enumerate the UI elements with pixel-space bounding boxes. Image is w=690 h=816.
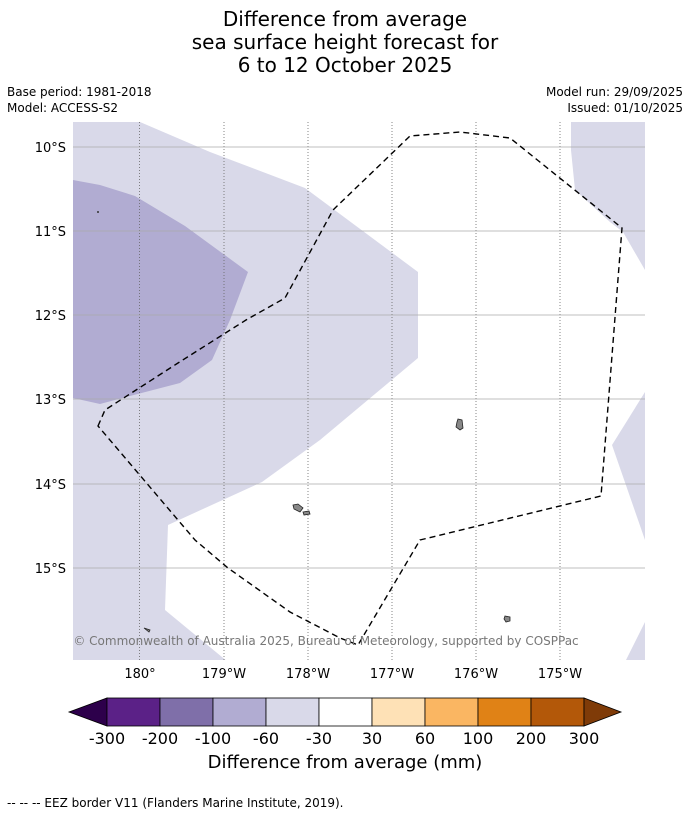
lon-label: 176°W (454, 667, 498, 682)
colorbar-tick: -200 (142, 729, 178, 748)
colorbar-title: Difference from average (mm) (207, 752, 483, 773)
lat-label: 10°S (35, 141, 66, 156)
lon-label: 175°W (538, 667, 582, 682)
colorbar-segment (530, 697, 585, 727)
colorbar-tick: 60 (415, 729, 435, 748)
island-small-sw (143, 627, 151, 633)
colorbar-ticks: -300 -200 -100 -60 -30 30 60 100 200 300 (89, 729, 599, 748)
eez-border (97, 131, 623, 646)
island-wallis-futuna-2 (302, 510, 311, 516)
colorbar-segment (212, 697, 267, 727)
title-line-2: sea surface height forecast for (191, 30, 499, 54)
latitude-labels: 10°S 11°S 12°S 13°S 14°S 15°S (35, 141, 66, 577)
lon-label: 180° (124, 667, 155, 682)
anomaly-region-minus60-minus30-se (626, 622, 645, 660)
colorbar-extend-low (67, 697, 108, 727)
latitude-gridlines (73, 146, 645, 569)
colorbar-tick: 30 (362, 729, 382, 748)
colorbar-segment (477, 697, 532, 727)
colorbar-segments (106, 697, 585, 727)
copyright-text: © Commonwealth of Australia 2025, Bureau… (73, 634, 578, 648)
base-period: Base period: 1981-2018 (7, 85, 152, 99)
title-line-1: Difference from average (222, 7, 468, 31)
colorbar-tick: -30 (306, 729, 332, 748)
anomaly-region-minus60-minus30-e (612, 392, 645, 540)
lat-label: 11°S (35, 225, 66, 240)
map-title: Difference from average sea surface heig… (0, 8, 690, 77)
eez-legend: -- -- -- EEZ border V11 (Flanders Marine… (7, 796, 344, 810)
island-wallis-futuna-1 (292, 503, 304, 513)
anomaly-region-minus100-minus60 (73, 180, 248, 404)
colorbar-segment (159, 697, 214, 727)
colorbar-tick: -100 (195, 729, 231, 748)
colorbar-segment (265, 697, 320, 727)
island-tafahi (503, 615, 511, 623)
island-dot (97, 211, 99, 213)
model-info: Base period: 1981-2018 Model: ACCESS-S2 (7, 84, 152, 116)
lat-label: 12°S (35, 309, 66, 324)
anomaly-region-minus60-minus30-ne (571, 122, 645, 270)
title-line-3: 6 to 12 October 2025 (237, 53, 453, 77)
lon-label: 179°W (202, 667, 246, 682)
forecast-map: © Commonwealth of Australia 2025, Bureau… (35, 122, 645, 748)
colorbar-segment (318, 697, 373, 727)
lon-label: 178°W (286, 667, 330, 682)
lon-label: 177°W (370, 667, 414, 682)
lat-label: 15°S (35, 562, 66, 577)
issued-date: Issued: 01/10/2025 (567, 101, 683, 115)
colorbar-segment (424, 697, 479, 727)
longitude-labels: 180° 179°W 178°W 177°W 176°W 175°W (124, 667, 582, 682)
run-info: Model run: 29/09/2025 Issued: 01/10/2025 (546, 84, 683, 116)
model-name: Model: ACCESS-S2 (7, 101, 119, 115)
colorbar-tick: -300 (89, 729, 125, 748)
colorbar-segment (371, 697, 426, 727)
colorbar-tick: 200 (516, 729, 547, 748)
model-run: Model run: 29/09/2025 (545, 85, 683, 99)
island-niuafoou (455, 418, 464, 431)
colorbar-tick: 300 (569, 729, 600, 748)
colorbar: -300 -200 -100 -60 -30 30 60 100 200 300 (67, 697, 623, 748)
colorbar-tick: 100 (463, 729, 494, 748)
map-area: © Commonwealth of Australia 2025, Bureau… (73, 122, 645, 660)
lat-label: 14°S (35, 478, 66, 493)
lat-label: 13°S (35, 393, 66, 408)
colorbar-tick: -60 (253, 729, 279, 748)
colorbar-segment (106, 697, 161, 727)
colorbar-extend-high (583, 697, 623, 727)
